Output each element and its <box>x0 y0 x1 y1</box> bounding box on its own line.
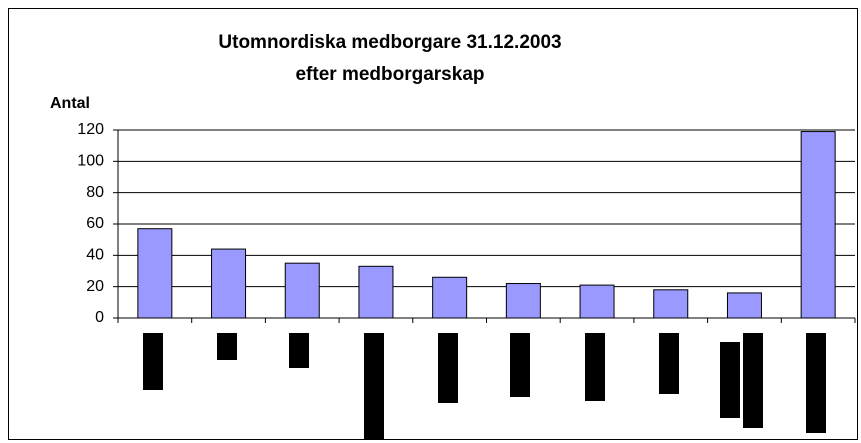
label-block <box>438 333 458 403</box>
bar <box>653 289 689 319</box>
chart-title: Utomnordiska medborgare 31.12.2003 <box>218 32 561 53</box>
label-block <box>720 342 740 418</box>
label-block <box>585 333 605 401</box>
bar <box>284 262 320 319</box>
y-tick-label: 20 <box>86 278 104 295</box>
bar <box>505 283 541 319</box>
category-label-blocks <box>143 333 826 440</box>
bar <box>726 292 762 319</box>
chart-subtitle: efter medborgarskap <box>295 64 484 85</box>
bar <box>800 131 836 319</box>
y-tick-label: 40 <box>86 247 104 264</box>
label-block <box>659 333 679 394</box>
label-block <box>364 333 384 440</box>
y-axis-label: Antal <box>50 95 90 112</box>
bar <box>211 248 247 319</box>
label-block <box>806 333 826 433</box>
label-block <box>510 333 530 397</box>
bar <box>579 284 615 319</box>
y-tick-label: 80 <box>86 184 104 201</box>
bar <box>137 228 173 319</box>
label-block <box>289 333 309 368</box>
bar <box>432 276 468 319</box>
label-block <box>217 333 237 360</box>
y-tick-label: 0 <box>95 309 104 326</box>
bar <box>358 265 394 319</box>
y-tick-label: 100 <box>77 153 104 170</box>
label-block <box>743 333 763 428</box>
y-tick-label: 120 <box>77 121 104 138</box>
label-block <box>143 333 163 390</box>
y-tick-label: 60 <box>86 215 104 232</box>
